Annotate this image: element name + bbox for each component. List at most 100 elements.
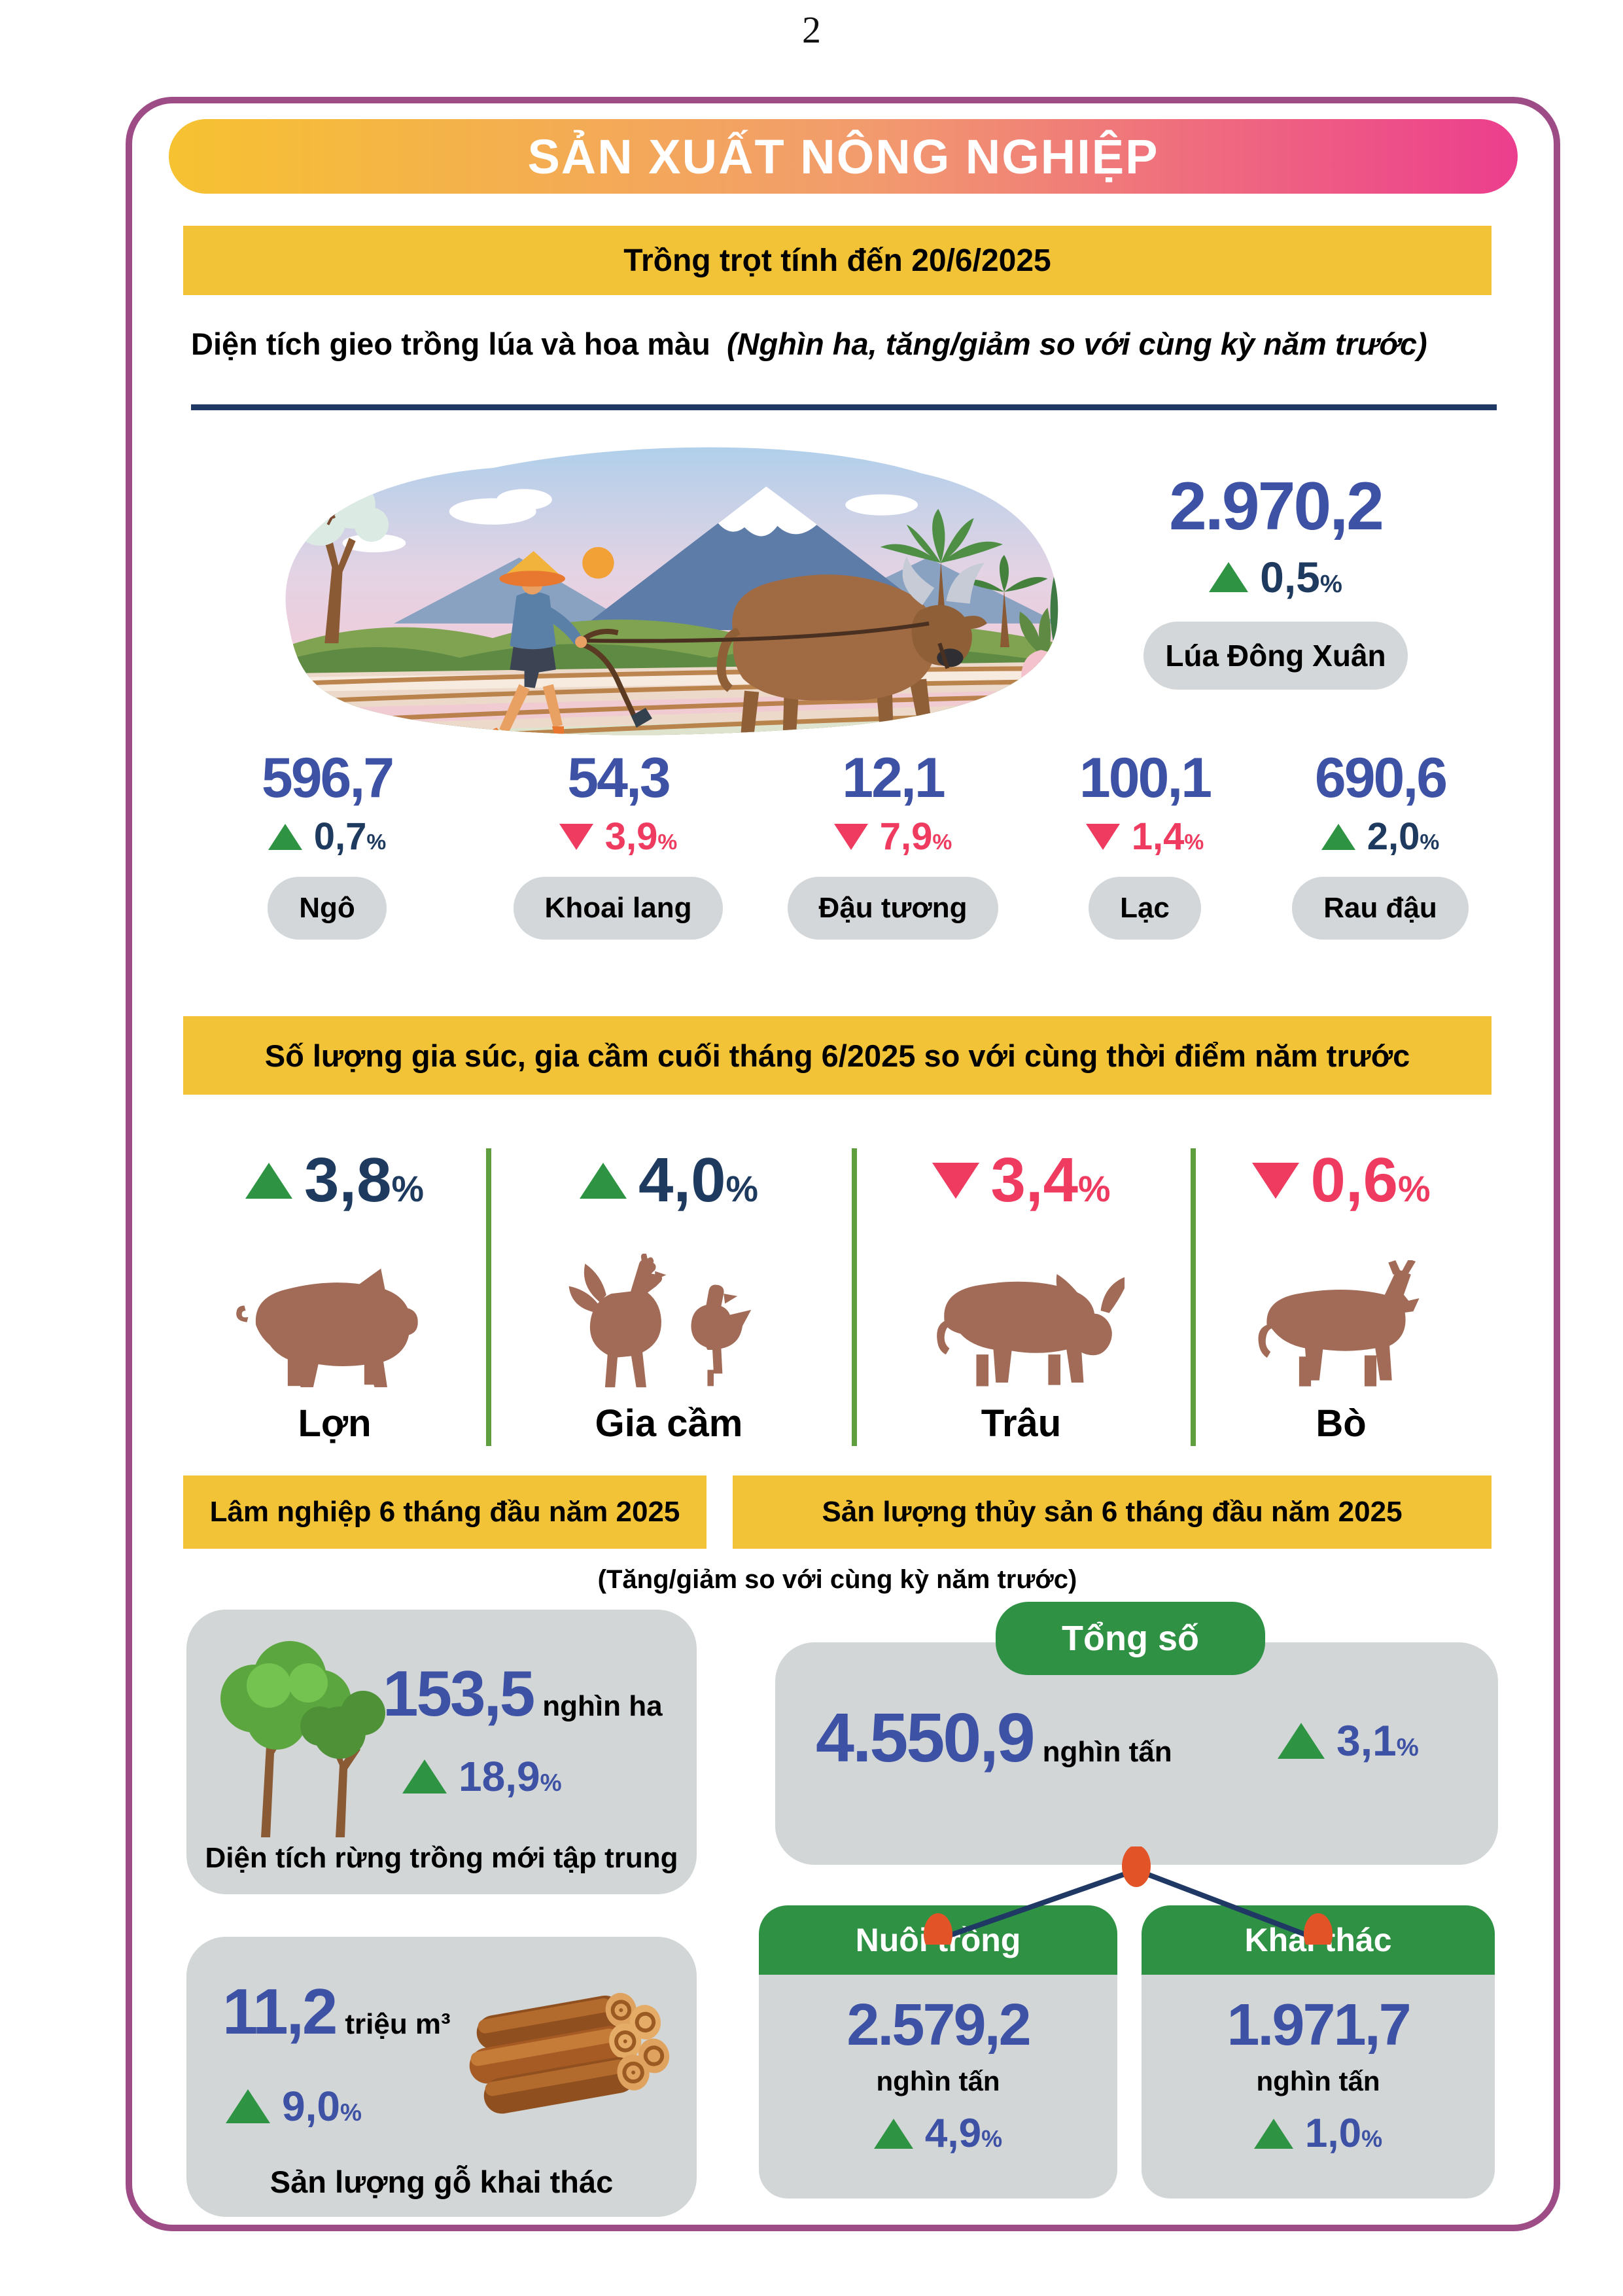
crop-stat-lac: 100,1 1,4% Lạc [1021, 746, 1269, 940]
crop-label: Ngô [268, 877, 387, 940]
capture-change: 1,0% [1142, 2110, 1495, 2157]
main-title: SẢN XUẤT NÔNG NGHIỆP [527, 129, 1159, 184]
section-heading: Diện tích gieo trồng lúa và hoa màu (Ngh… [191, 326, 1506, 362]
livestock-change: 3,8% [183, 1140, 486, 1221]
livestock-stat-trau: 3,4% Trâu [852, 1140, 1191, 1445]
up-triangle-icon [873, 2118, 913, 2149]
crop-stat-ngo: 596,7 0,7% Ngô [183, 746, 471, 940]
forestry-banner-label: Lâm nghiệp 6 tháng đầu năm 2025 [209, 1496, 680, 1528]
livestock-banner: Số lượng gia súc, gia cầm cuối tháng 6/2… [183, 1016, 1492, 1095]
heading-divider [191, 404, 1497, 410]
down-triangle-icon [932, 1162, 979, 1199]
heading-bold: Diện tích gieo trồng lúa và hoa màu [191, 327, 710, 361]
down-triangle-icon [1085, 823, 1120, 850]
livestock-divider [486, 1148, 491, 1446]
rice-stat: 2.970,2 0,5% Lúa Đông Xuân [1112, 468, 1439, 690]
aquaculture-change: 4,9% [759, 2110, 1117, 2157]
forest-area-value: 153,5 nghìn ha [383, 1657, 663, 1729]
aquaculture-header: Nuôi trồng [759, 1905, 1117, 1975]
livestock-stat-bo: 0,6% Bò [1191, 1140, 1492, 1445]
timber-caption: Sản lượng gỗ khai thác [270, 2164, 614, 2199]
crop-change: 1,4% [1021, 815, 1269, 858]
crop-stat-dau-tuong: 12,1 7,9% Đậu tương [765, 746, 1021, 940]
livestock-change: 4,0% [486, 1140, 852, 1221]
forestry-banner: Lâm nghiệp 6 tháng đầu năm 2025 [183, 1475, 707, 1549]
crop-value: 690,6 [1314, 747, 1448, 809]
up-triangle-icon [1278, 1722, 1325, 1759]
crop-label: Khoai lang [513, 877, 724, 940]
rice-label: Lúa Đông Xuân [1143, 622, 1408, 690]
timber-value: 11,2 triệu m³ [222, 1975, 451, 2047]
livestock-change: 0,6% [1191, 1140, 1492, 1221]
crop-change: 2,0% [1269, 815, 1492, 858]
crop-label: Lạc [1089, 877, 1201, 940]
crop-change: 0,7% [183, 815, 471, 858]
crop-label: Đậu tương [787, 877, 999, 940]
livestock-stat-gia-cam: 4,0% Gia cầm [486, 1140, 852, 1445]
plowing-scene-icon [285, 447, 1058, 735]
up-triangle-icon [245, 1162, 293, 1199]
comparison-note: (Tăng/giảm so với cùng kỳ năm trước) [597, 1565, 1077, 1594]
up-triangle-icon [268, 823, 302, 850]
rice-value: 2.970,2 [1169, 468, 1384, 544]
down-triangle-icon [833, 823, 868, 850]
forest-area-change: 18,9% [402, 1752, 562, 1801]
fishery-banner-label: Sản lượng thủy sản 6 tháng đầu năm 2025 [822, 1496, 1403, 1528]
fishery-total-value: 4.550,9 nghìn tấn [816, 1699, 1172, 1776]
livestock-banner-label: Số lượng gia súc, gia cầm cuối tháng 6/2… [264, 1038, 1410, 1073]
livestock-row: 3,8% Lợn 4,0% [183, 1140, 1492, 1445]
livestock-label: Bò [1316, 1402, 1367, 1445]
up-triangle-icon [402, 1759, 447, 1793]
timber-change: 9,0% [226, 2082, 362, 2130]
livestock-divider [852, 1148, 857, 1446]
palm-trees-icon [880, 508, 1058, 658]
livestock-divider [1191, 1148, 1196, 1446]
crop-stat-khoai-lang: 54,3 3,9% Khoai lang [471, 746, 765, 940]
main-title-banner: SẢN XUẤT NÔNG NGHIỆP [169, 119, 1518, 194]
down-triangle-icon [1251, 1162, 1299, 1199]
cultivation-banner: Trồng trọt tính đến 20/6/2025 [183, 226, 1492, 295]
livestock-label: Trâu [981, 1402, 1062, 1445]
fishery-total-change: 3,1% [1278, 1716, 1419, 1765]
crop-value: 596,7 [261, 747, 394, 809]
livestock-stat-lon: 3,8% Lợn [183, 1140, 486, 1445]
livestock-label: Gia cầm [595, 1402, 743, 1445]
timber-box: 11,2 triệu m³ 9,0% [186, 1937, 697, 2217]
up-triangle-icon [580, 1162, 627, 1199]
up-triangle-icon [1321, 823, 1355, 850]
trees-icon [198, 1628, 394, 1854]
capture-box: Khai thác 1.971,7 nghìn tấn 1,0% [1142, 1905, 1495, 2199]
down-triangle-icon [559, 823, 593, 850]
up-triangle-icon [1253, 2118, 1293, 2149]
fishery-banner: Sản lượng thủy sản 6 tháng đầu năm 2025 [733, 1475, 1492, 1549]
buffalo-icon [852, 1234, 1191, 1391]
farming-scene-illustration [209, 425, 1092, 749]
aquaculture-value: 2.579,2 [846, 1992, 1031, 2058]
forest-area-caption: Diện tích rừng trồng mới tập trung [205, 1842, 678, 1874]
crop-value: 54,3 [567, 747, 671, 809]
capture-value: 1.971,7 [1227, 1992, 1411, 2058]
fishery-total-box: 4.550,9 nghìn tấn 3,1% [775, 1642, 1498, 1865]
capture-unit: nghìn tấn [1256, 2066, 1380, 2096]
cow-icon [1191, 1234, 1492, 1391]
crop-label: Rau đậu [1292, 877, 1469, 940]
fishery-total-header: Tổng số [996, 1602, 1265, 1675]
page-number: 2 [802, 9, 821, 51]
aquaculture-box: Nuôi trồng 2.579,2 nghìn tấn 4,9% [759, 1905, 1117, 2199]
crop-change: 7,9% [765, 815, 1021, 858]
crop-stat-rau-dau: 690,6 2,0% Rau đậu [1269, 746, 1492, 940]
pig-icon [183, 1234, 486, 1391]
livestock-label: Lợn [298, 1402, 372, 1445]
farmer-icon [484, 551, 587, 735]
capture-header: Khai thác [1142, 1905, 1495, 1975]
logs-icon [461, 1964, 673, 2134]
livestock-change: 3,4% [852, 1140, 1191, 1221]
crop-change: 3,9% [471, 815, 765, 858]
forest-planting-box: 153,5 nghìn ha 18,9% Diện tích rừng trồng… [186, 1610, 697, 1894]
crop-value: 100,1 [1079, 747, 1212, 809]
aquaculture-unit: nghìn tấn [876, 2066, 1000, 2096]
poultry-icon [486, 1234, 852, 1391]
cultivation-banner-label: Trồng trọt tính đến 20/6/2025 [623, 243, 1051, 278]
heading-note: (Nghìn ha, tăng/giảm so với cùng kỳ năm … [726, 327, 1427, 361]
